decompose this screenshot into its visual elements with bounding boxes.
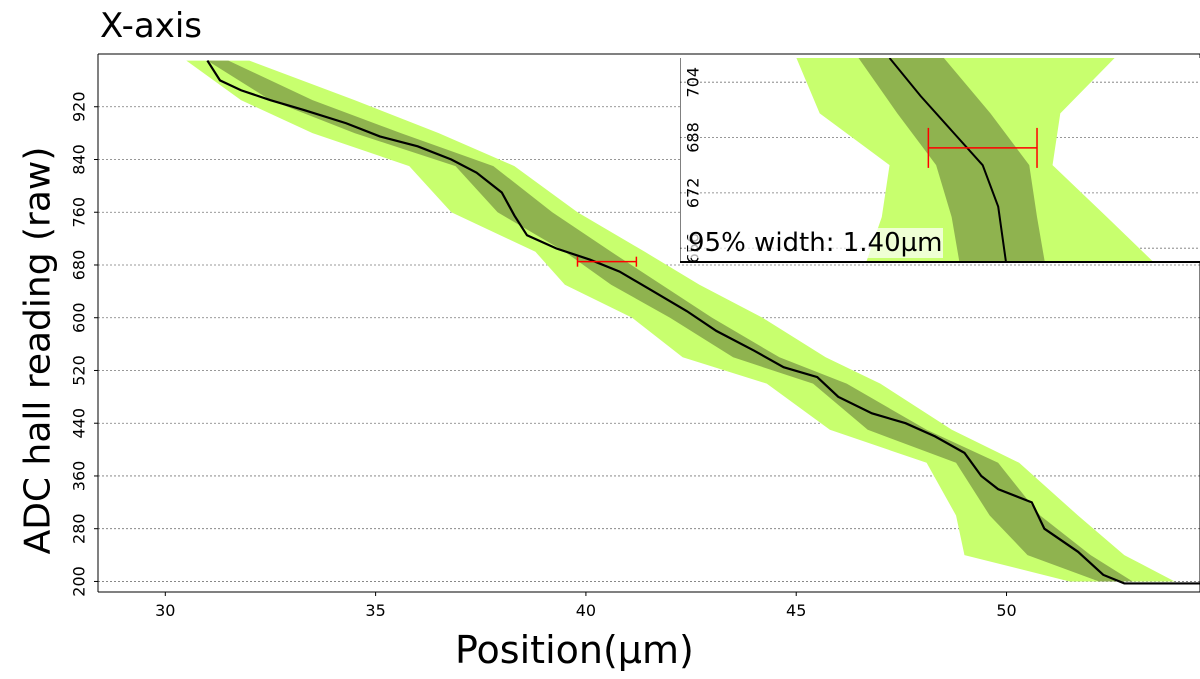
inset-annotation: 95% width: 1.40µm <box>688 228 943 258</box>
x-tick-label: 35 <box>365 601 385 620</box>
y-tick-label: 680 <box>70 250 89 281</box>
x-tick-label: 50 <box>996 601 1016 620</box>
y-tick-label: 600 <box>70 302 89 333</box>
y-tick-label: 280 <box>70 513 89 544</box>
y-tick-label: 704 <box>684 67 703 98</box>
y-tick-label: 760 <box>70 197 89 228</box>
x-tick-label: 45 <box>786 601 806 620</box>
y-tick-label: 920 <box>70 91 89 122</box>
y-tick-label: 360 <box>70 461 89 492</box>
y-tick-label: 440 <box>70 408 89 439</box>
y-tick-label: 520 <box>70 355 89 386</box>
median-line <box>206 60 1200 585</box>
x-tick-label: 30 <box>155 601 175 620</box>
chart-title: X-axis <box>100 6 202 46</box>
inner-band-50 <box>207 60 1133 582</box>
y-tick-label: 840 <box>70 144 89 175</box>
y-tick-label: 200 <box>70 566 89 597</box>
y-tick-label: 672 <box>684 178 703 209</box>
x-tick-label: 40 <box>576 601 596 620</box>
y-tick-label: 688 <box>684 122 703 153</box>
x-axis-label: Position(µm) <box>455 628 694 672</box>
